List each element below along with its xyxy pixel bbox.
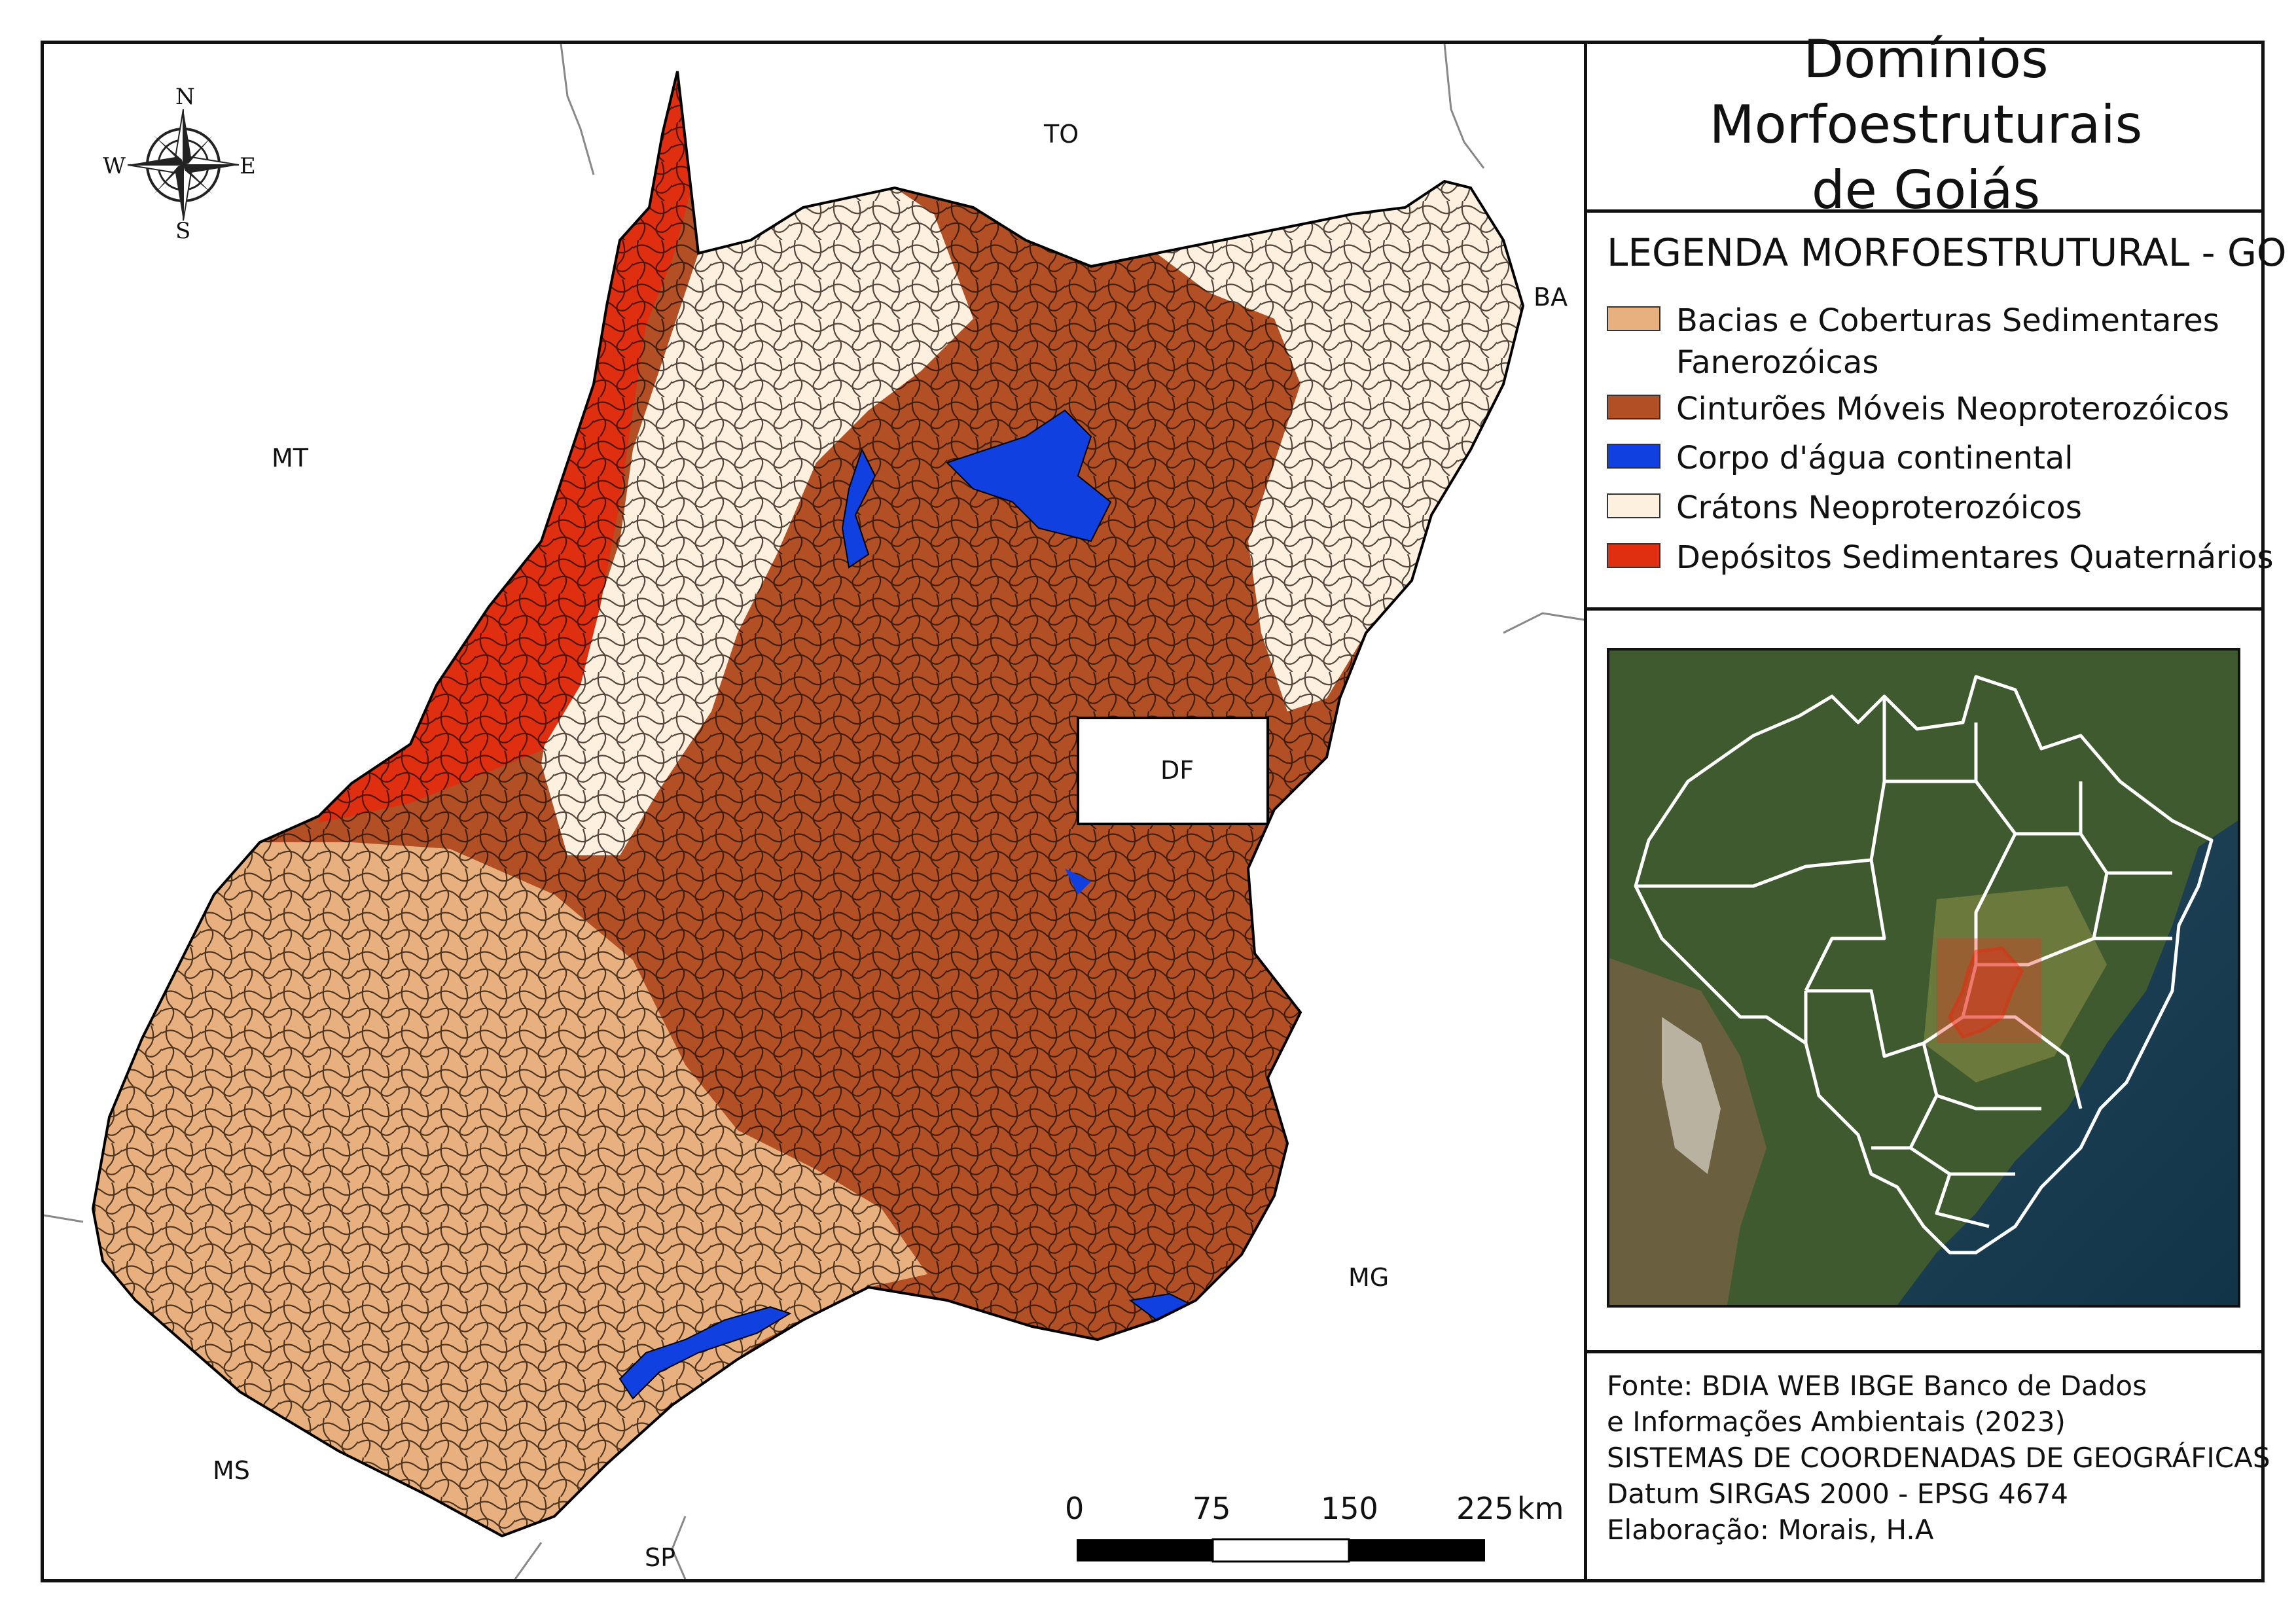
- scale-tick-75: 75: [1193, 1491, 1231, 1526]
- compass-rose-icon: [127, 109, 240, 221]
- source-notes: Fonte: BDIA WEB IBGE Banco de Dados e In…: [1607, 1368, 2270, 1548]
- inset-map-brazil[interactable]: [1607, 648, 2240, 1308]
- state-label-mt: MT: [272, 444, 308, 473]
- legend-label-bacias: Bacias e Coberturas Sedimentares Faneroz…: [1676, 302, 2219, 381]
- legend-swatch-corpo-agua: [1607, 444, 1660, 469]
- divider-inset: [1587, 1350, 2265, 1353]
- legend-swatch-cinturoes: [1607, 395, 1660, 419]
- legend-label-corpo-agua: Corpo d'água continental: [1676, 440, 2073, 476]
- scale-tick-0: 0: [1065, 1491, 1085, 1526]
- scale-tick-150: 150: [1321, 1491, 1378, 1526]
- goias-map-svg: [44, 44, 1584, 1579]
- scale-tick-225: 225: [1456, 1491, 1514, 1526]
- source-line-4: Datum SIRGAS 2000 - EPSG 4674: [1607, 1478, 2068, 1510]
- legend-label-depositos: Depósitos Sedimentares Quaternários: [1676, 539, 2274, 576]
- state-label-sp: SP: [645, 1543, 676, 1572]
- scale-bar: [1077, 1538, 1485, 1563]
- panel-divider: [1584, 41, 1587, 1582]
- legend-item-cratons: Crátons Neoproterozóicos: [1607, 487, 2082, 529]
- df-box: [1077, 717, 1269, 825]
- compass-s-label: S: [175, 218, 191, 244]
- legend-item-bacias: Bacias e Coberturas Sedimentares Faneroz…: [1607, 300, 2219, 383]
- map-title-line-2: de Goiás: [1811, 160, 2041, 221]
- compass-w-label: W: [103, 153, 126, 179]
- map-title-line-1: Domínios Morfoestruturais: [1709, 29, 2143, 155]
- legend-item-cinturoes: Cinturões Móveis Neoproterozóicos: [1607, 388, 2229, 430]
- state-label-df: DF: [1160, 756, 1194, 785]
- legend-label-cinturoes: Cinturões Móveis Neoproterozóicos: [1676, 391, 2230, 427]
- source-line-3: SISTEMAS DE COORDENADAS DE GEOGRÁFICAS: [1607, 1442, 2270, 1474]
- state-label-ba: BA: [1534, 283, 1568, 312]
- scale-unit: km: [1517, 1491, 1564, 1526]
- source-line-2: e Informações Ambientais (2023): [1607, 1406, 2066, 1438]
- map-frame: [41, 41, 2265, 1582]
- legend-swatch-depositos: [1607, 543, 1660, 568]
- legend-label-cratons: Crátons Neoproterozóicos: [1676, 490, 2082, 526]
- state-label-to: TO: [1044, 120, 1079, 149]
- state-label-ms: MS: [213, 1456, 250, 1485]
- main-map[interactable]: [44, 44, 1584, 1579]
- compass-n-label: N: [175, 84, 195, 110]
- goias-outline: [91, 71, 1525, 1538]
- compass-e-label: E: [240, 153, 256, 179]
- neighbor-borders: [44, 44, 1584, 1579]
- divider-legend: [1587, 607, 2265, 611]
- source-line-5: Elaboração: Morais, H.A: [1607, 1514, 1934, 1546]
- legend-item-corpo-agua: Corpo d'água continental: [1607, 437, 2073, 479]
- source-line-1: Fonte: BDIA WEB IBGE Banco de Dados: [1607, 1370, 2147, 1402]
- divider-title: [1587, 209, 2265, 213]
- domains-layer: [93, 71, 1523, 1536]
- inset-map-svg: [1609, 651, 2238, 1305]
- state-label-mg: MG: [1348, 1263, 1390, 1292]
- legend-item-depositos: Depósitos Sedimentares Quaternários: [1607, 537, 2274, 579]
- legend-swatch-cratons: [1607, 493, 1660, 518]
- map-title: Domínios Morfoestruturais de Goiás: [1587, 29, 2265, 221]
- legend-title: LEGENDA MORFOESTRUTURAL - GO: [1607, 230, 2287, 275]
- legend-swatch-bacias: [1607, 306, 1660, 331]
